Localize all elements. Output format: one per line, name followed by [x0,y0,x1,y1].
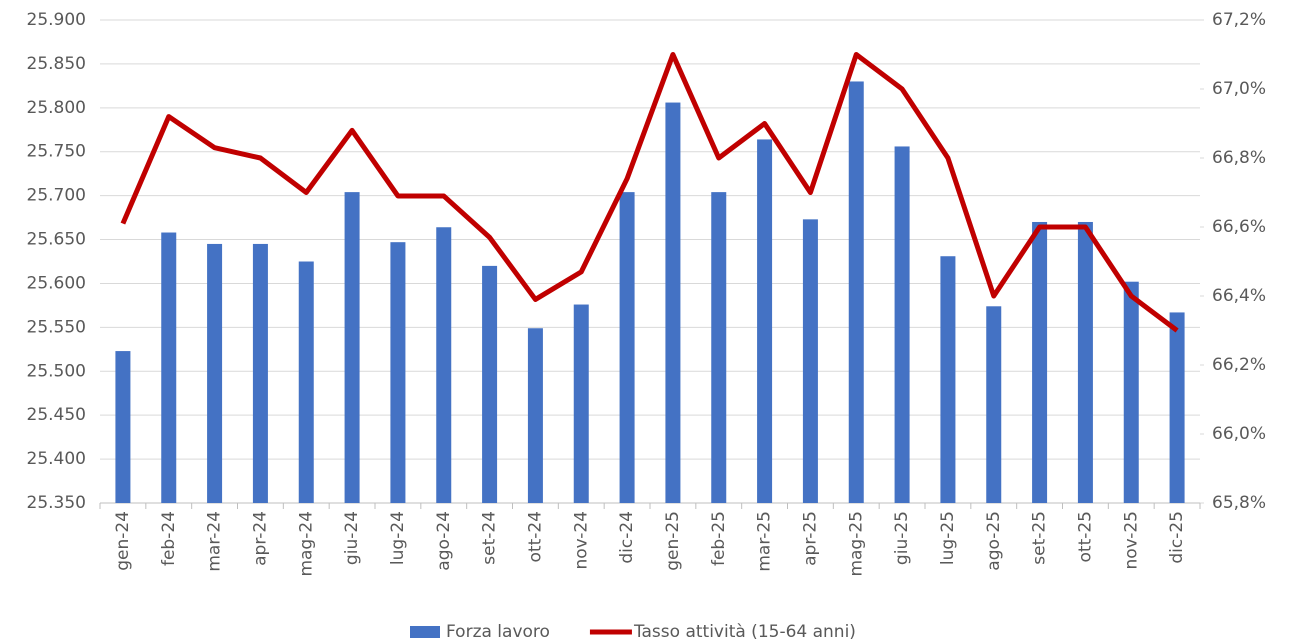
x-tick-label: set-24 [480,511,500,565]
x-tick-label: mag-25 [846,511,866,577]
bar [1077,221,1093,503]
bar [1169,312,1185,503]
bar [161,232,177,503]
x-tick-label: ott-24 [525,511,545,563]
x-tick-label: lug-24 [388,511,408,565]
bar [848,81,864,504]
x-tick-label: dic-25 [1167,511,1187,564]
x-tick-label: gen-24 [113,511,133,571]
bar [986,306,1002,503]
x-tick-label: mar-24 [205,511,225,572]
bar [390,242,406,503]
legend: Forza lavoro Tasso attività (15-64 anni) [410,622,856,642]
line [120,52,1179,333]
y-tick-label: 25.750 [27,142,86,162]
x-tick-label: set-25 [1030,511,1050,565]
bar [344,192,360,503]
y2-tick-label: 67,0% [1212,79,1266,99]
x-tick-label: giu-24 [342,511,362,565]
x-tick-label: ago-24 [434,511,454,571]
bar [757,139,773,503]
legend-label: Forza lavoro [446,622,550,642]
bar [619,192,635,503]
bar [298,261,314,503]
y2-tick-label: 66,2% [1212,355,1266,375]
x-tick-label: nov-25 [1121,511,1141,570]
bar [665,102,681,504]
bar [1123,281,1139,503]
x-tick-label: apr-24 [250,511,270,566]
bar [115,351,131,503]
y-tick-label: 25.600 [27,273,86,293]
bar [1032,221,1048,503]
y-tick-label: 25.650 [27,230,86,250]
x-tick-label: gen-25 [663,511,683,571]
y-tick-label: 25.550 [27,317,86,337]
bar [894,146,910,503]
bar [802,219,818,503]
legend-swatch [410,626,440,638]
y-tick-label: 25.700 [27,186,86,206]
y2-tick-label: 66,6% [1212,217,1266,237]
x-tick-label: nov-24 [571,511,591,570]
bar [436,227,452,503]
bar [711,192,727,503]
x-tick-label: ott-25 [1075,511,1095,563]
y2-tick-label: 66,8% [1212,148,1266,168]
x-tick-label: lug-25 [938,511,958,565]
y-tick-label: 25.500 [27,361,86,381]
bar [940,256,956,503]
x-tick-label: ago-25 [984,511,1004,571]
bar [252,243,268,503]
legend-label: Tasso attività (15-64 anni) [633,622,856,642]
y2-tick-label: 65,8% [1212,493,1266,513]
x-tick-label: giu-25 [892,511,912,565]
y-tick-label: 25.400 [27,449,86,469]
bar [573,304,589,503]
bar [207,243,223,503]
y-tick-label: 25.450 [27,405,86,425]
x-tick-label: apr-25 [800,511,820,566]
y-tick-label: 25.350 [27,493,86,513]
x-tick-label: feb-24 [159,511,179,566]
bar [527,328,543,503]
x-tick-label: mag-24 [296,511,316,577]
y2-tick-label: 67,2% [1212,10,1266,30]
x-tick-label: feb-25 [709,511,729,566]
y2-tick-label: 66,0% [1212,424,1266,444]
y-tick-label: 25.850 [27,54,86,74]
x-tick-label: mar-25 [755,511,775,572]
x-tick-label: dic-24 [617,511,637,564]
y-tick-label: 25.800 [27,98,86,118]
y-tick-label: 25.900 [27,10,86,30]
y2-tick-label: 66,4% [1212,286,1266,306]
bar [482,265,498,503]
